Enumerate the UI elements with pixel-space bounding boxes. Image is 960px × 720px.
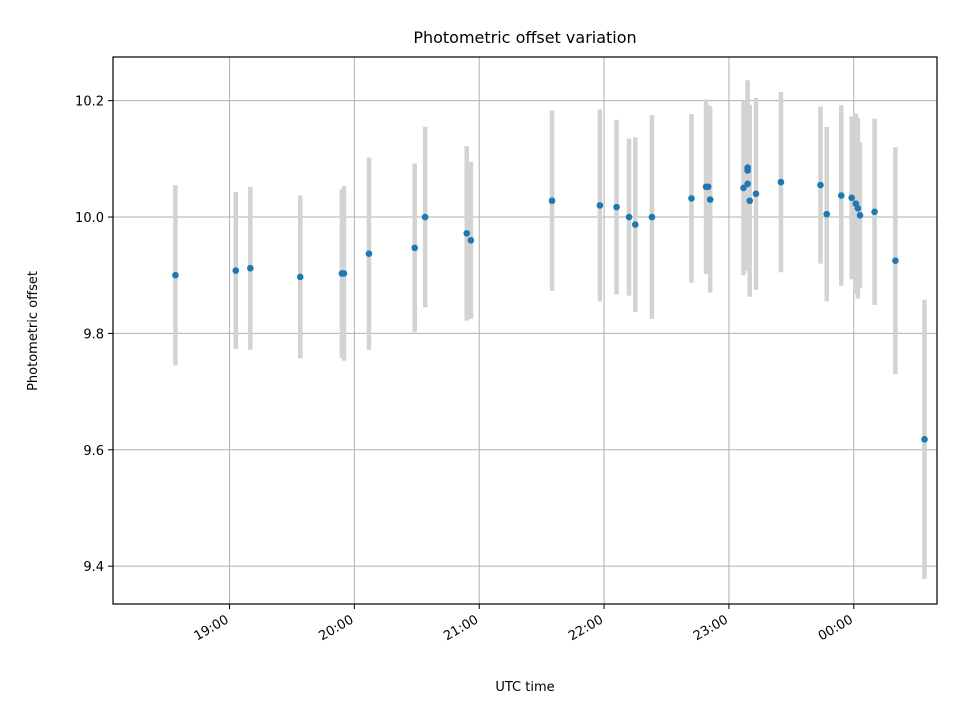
plot-area <box>112 56 938 605</box>
data-point <box>232 267 240 274</box>
data-point <box>744 167 751 174</box>
data-point <box>365 250 373 257</box>
data-point <box>631 221 639 228</box>
data-point <box>848 194 855 202</box>
data-point <box>467 237 475 244</box>
y-tick-label: 10.0 <box>75 211 104 226</box>
error-bars <box>173 80 927 579</box>
data-point <box>688 195 695 202</box>
data-point <box>871 208 878 216</box>
y-tick-label: 9.4 <box>83 560 104 575</box>
x-tick-label: 21:00 <box>441 612 481 644</box>
data-point <box>777 178 785 186</box>
data-point <box>921 436 928 443</box>
y-axis-label: Photometric offset <box>26 271 41 391</box>
y-axis: 9.4 9.6 9.8 10.0 10.2 <box>75 95 113 575</box>
x-axis-label: UTC time <box>495 680 554 695</box>
x-tick-label: 20:00 <box>316 612 356 644</box>
data-point <box>837 192 845 199</box>
data-point <box>411 244 419 252</box>
data-point <box>823 210 831 218</box>
data-point <box>648 213 656 221</box>
data-point <box>856 211 864 219</box>
x-tick-label: 23:00 <box>691 612 731 644</box>
y-tick-label: 9.8 <box>83 327 104 342</box>
data-points <box>172 164 928 443</box>
data-point <box>340 270 348 277</box>
data-point <box>752 190 760 198</box>
data-point <box>744 180 751 188</box>
x-tick-label: 19:00 <box>192 612 232 644</box>
data-point <box>746 197 754 205</box>
data-point <box>421 213 429 221</box>
data-point <box>854 204 862 212</box>
data-point <box>613 203 620 211</box>
data-point <box>817 181 824 189</box>
y-tick-label: 9.6 <box>83 444 104 459</box>
x-tick-label: 22:00 <box>566 612 606 644</box>
x-tick-label: 00:00 <box>816 612 856 644</box>
data-point <box>892 257 899 264</box>
y-tick-label: 10.2 <box>75 95 104 110</box>
data-point <box>596 202 604 209</box>
data-point <box>704 183 712 191</box>
data-point <box>625 213 633 221</box>
data-point <box>548 197 556 205</box>
data-point <box>172 271 179 279</box>
data-point <box>740 184 747 192</box>
data-point <box>706 196 714 203</box>
x-axis: 19:00 20:00 21:00 22:00 23:00 00:00 <box>192 604 856 644</box>
data-point <box>247 264 254 272</box>
chart-title: Photometric offset variation <box>413 28 636 47</box>
data-point <box>296 273 304 281</box>
data-point <box>463 230 471 237</box>
